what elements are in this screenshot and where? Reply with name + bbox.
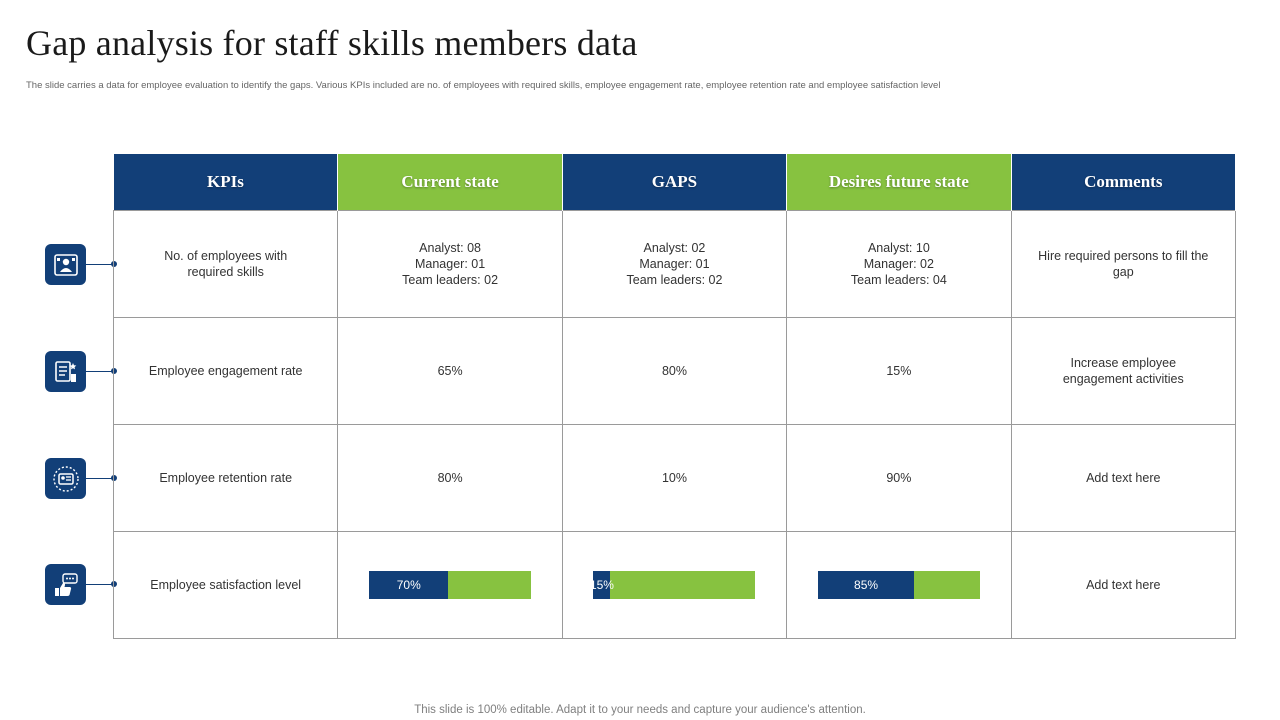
- comment-cell: Add text here: [1010, 424, 1237, 532]
- cell-line: Manager: 02: [863, 257, 934, 271]
- kpi-cell: No. of employees with required skills: [112, 210, 339, 318]
- header-kpis: KPIs: [113, 154, 339, 211]
- cell-line: Team leaders: 02: [402, 273, 499, 287]
- retention-id-card-icon: [45, 458, 86, 499]
- table-row: No. of employees with required skills An…: [112, 210, 1237, 318]
- connector-line: [86, 584, 114, 585]
- progress-bar-fill: 70%: [369, 571, 449, 599]
- satisfaction-thumbs-up-icon: [45, 564, 86, 605]
- table-row: Employee engagement rate 65% 80% 15% Inc…: [112, 317, 1237, 425]
- current-state-cell: 80%: [337, 424, 563, 532]
- progress-bar: 85%: [817, 571, 980, 599]
- gaps-cell: 80%: [561, 317, 788, 425]
- progress-bar-fill: 85%: [817, 571, 915, 599]
- header-current-state: Current state: [337, 154, 563, 211]
- current-state-cell: 70%: [337, 531, 563, 639]
- cell-line: Team leaders: 04: [850, 273, 947, 287]
- table-header-row: KPIs Current state GAPS Desires future s…: [113, 154, 1237, 211]
- progress-bar-fill: 15%: [590, 571, 614, 599]
- cell-line: Manager: 01: [639, 257, 710, 271]
- connector-line: [86, 264, 114, 265]
- comment-cell: Increase employee engagement activities: [1010, 317, 1237, 425]
- progress-bar: 70%: [369, 571, 532, 599]
- cell-line: Analyst: 02: [643, 241, 706, 255]
- gap-analysis-table: KPIs Current state GAPS Desires future s…: [112, 154, 1237, 639]
- header-future-state: Desires future state: [786, 154, 1012, 211]
- progress-bar: 15%: [590, 571, 756, 599]
- cell-line: Analyst: 10: [867, 241, 930, 255]
- page-title: Gap analysis for staff skills members da…: [26, 23, 638, 63]
- gaps-cell: Analyst: 02 Manager: 01 Team leaders: 02: [561, 210, 788, 318]
- cell-line: Team leaders: 02: [626, 273, 723, 287]
- connector-line: [86, 371, 114, 372]
- gaps-cell: 10%: [561, 424, 788, 532]
- cell-line: Analyst: 08: [419, 241, 481, 255]
- header-gaps: GAPS: [562, 154, 788, 211]
- kpi-cell: Employee retention rate: [112, 424, 339, 532]
- connector-line: [86, 478, 114, 479]
- future-state-cell: 15%: [786, 317, 1012, 425]
- future-state-cell: 85%: [786, 531, 1012, 639]
- page-subtitle: The slide carries a data for employee ev…: [26, 80, 941, 91]
- cell-line: Manager: 01: [414, 257, 486, 271]
- future-state-cell: 90%: [786, 424, 1012, 532]
- gaps-cell: 15%: [561, 531, 788, 639]
- header-comments: Comments: [1011, 154, 1237, 211]
- table-row: Employee retention rate 80% 10% 90% Add …: [112, 424, 1237, 532]
- comment-cell: Add text here: [1010, 531, 1237, 639]
- footer-note: This slide is 100% editable. Adapt it to…: [414, 704, 866, 716]
- current-state-cell: Analyst: 08 Manager: 01 Team leaders: 02: [337, 210, 563, 318]
- current-state-cell: 65%: [337, 317, 563, 425]
- kpi-cell: Employee satisfaction level: [112, 531, 339, 639]
- table-row: Employee satisfaction level 70% 15% 85% …: [112, 531, 1237, 639]
- employees-skills-icon: [45, 244, 86, 285]
- kpi-cell: Employee engagement rate: [112, 317, 339, 425]
- comment-cell: Hire required persons to fill the gap: [1010, 210, 1237, 318]
- future-state-cell: Analyst: 10 Manager: 02 Team leaders: 04: [786, 210, 1012, 318]
- engagement-checklist-icon: [45, 351, 86, 392]
